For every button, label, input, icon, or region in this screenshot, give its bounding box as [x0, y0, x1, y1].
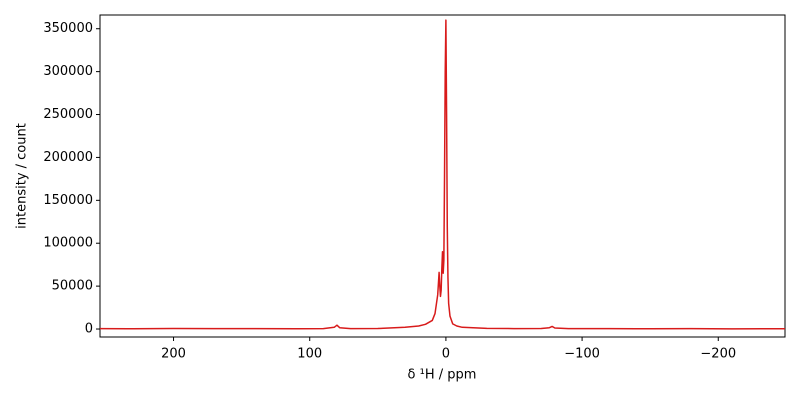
y-tick-label: 250000: [43, 107, 93, 122]
spectrum-line: [99, 19, 786, 330]
y-tick-label: 100000: [43, 236, 93, 251]
y-tick-label: 350000: [43, 21, 93, 36]
x-tick-label: 200: [161, 347, 186, 362]
y-tick-label: 50000: [52, 279, 93, 294]
y-tick-label: 200000: [43, 150, 93, 165]
y-tick-label: 0: [85, 322, 93, 337]
x-tick-label: 100: [297, 347, 322, 362]
plot-frame: [99, 14, 786, 338]
y-tick-label: 150000: [43, 193, 93, 208]
x-tick-label: −200: [700, 347, 736, 362]
y-tick-label: 300000: [43, 64, 93, 79]
x-axis-label: δ ¹H / ppm: [408, 368, 477, 383]
y-axis-label: intensity / count: [15, 123, 30, 229]
x-tick-label: −100: [564, 347, 600, 362]
x-tick-label: 0: [442, 347, 450, 362]
